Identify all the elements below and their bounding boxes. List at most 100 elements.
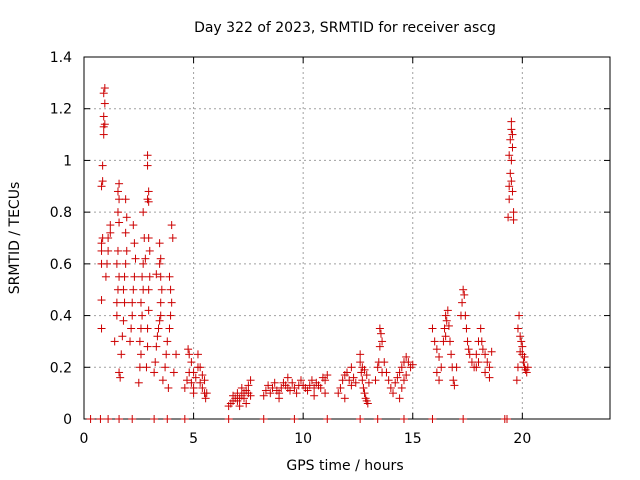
data-point: [180, 383, 189, 392]
data-point: [408, 360, 417, 369]
data-point: [99, 130, 108, 139]
data-point: [185, 350, 194, 359]
data-point: [512, 376, 521, 385]
data-point: [334, 389, 343, 398]
x-tick-label: 0: [80, 431, 89, 447]
data-point: [515, 311, 524, 320]
data-point: [183, 376, 192, 385]
data-point: [508, 143, 517, 152]
x-tick-label: 5: [189, 431, 198, 447]
data-point: [100, 120, 109, 129]
data-point: [187, 378, 196, 387]
data-point: [389, 389, 398, 398]
data-point: [483, 358, 492, 367]
data-point: [360, 389, 369, 398]
data-point: [259, 391, 268, 400]
data-point: [347, 381, 356, 390]
data-point: [347, 363, 356, 372]
data-point: [303, 386, 312, 395]
data-point: [120, 272, 129, 281]
data-point: [505, 151, 514, 160]
data-point: [268, 383, 277, 392]
data-point: [402, 371, 411, 380]
data-point: [345, 376, 354, 385]
data-point: [443, 306, 452, 315]
data-point: [112, 298, 121, 307]
data-point: [139, 259, 148, 268]
data-point: [242, 399, 251, 408]
data-point: [506, 169, 515, 178]
data-point: [432, 368, 441, 377]
data-point: [441, 311, 450, 320]
data-point: [508, 187, 517, 196]
data-point: [158, 376, 167, 385]
data-point: [516, 347, 525, 356]
data-point: [246, 376, 255, 385]
data-point: [380, 358, 389, 367]
x-tick-label: 10: [294, 431, 312, 447]
data-point: [136, 298, 145, 307]
data-point: [97, 182, 106, 191]
data-point: [164, 383, 173, 392]
data-point: [202, 389, 211, 398]
data-point: [128, 415, 137, 423]
data-point: [152, 270, 161, 279]
chart-title: Day 322 of 2023, SRMTID for receiver asc…: [194, 20, 496, 36]
data-point: [122, 213, 131, 222]
data-point: [201, 394, 210, 403]
data-point: [386, 383, 395, 392]
data-point: [130, 239, 139, 248]
data-point: [371, 376, 380, 385]
data-point: [96, 415, 105, 423]
data-points: [86, 84, 532, 423]
data-point: [126, 337, 135, 346]
data-point: [474, 358, 483, 367]
data-point: [358, 376, 367, 385]
data-point: [97, 296, 106, 305]
data-point: [155, 259, 164, 268]
data-point: [472, 350, 481, 359]
data-point: [104, 234, 113, 242]
data-point: [485, 373, 494, 382]
data-point: [458, 298, 467, 307]
data-point: [131, 254, 140, 263]
data-point: [336, 383, 345, 392]
data-point: [428, 324, 437, 333]
data-point: [440, 324, 449, 333]
data-point: [472, 363, 481, 372]
data-point: [200, 376, 209, 385]
data-point: [504, 213, 513, 222]
data-point: [399, 376, 408, 385]
data-point: [165, 272, 174, 281]
data-point: [356, 358, 365, 367]
data-point: [516, 332, 525, 341]
tick-labels: 0 0.2 0.4 0.6 0.8 1 1.2 1.4 0 5 10 15 20: [50, 50, 532, 447]
data-point: [128, 298, 137, 307]
data-point: [316, 383, 325, 392]
data-point: [144, 306, 153, 315]
data-point: [150, 368, 159, 377]
data-point: [103, 259, 112, 268]
data-point: [167, 298, 176, 307]
data-point: [397, 363, 406, 372]
data-point: [229, 391, 238, 400]
data-point: [100, 99, 109, 108]
data-point: [86, 415, 95, 423]
data-point: [104, 246, 113, 255]
data-point: [399, 415, 408, 423]
data-point: [506, 135, 515, 144]
data-point: [478, 345, 487, 354]
data-point: [117, 350, 126, 359]
data-point: [393, 373, 402, 382]
y-tick-label: 1: [63, 153, 72, 169]
data-point: [523, 363, 532, 372]
data-point: [459, 415, 468, 423]
data-point: [323, 371, 332, 380]
data-point: [101, 272, 110, 281]
data-point: [442, 316, 451, 325]
data-point: [138, 272, 147, 281]
data-point: [198, 371, 207, 380]
data-point: [113, 208, 122, 217]
